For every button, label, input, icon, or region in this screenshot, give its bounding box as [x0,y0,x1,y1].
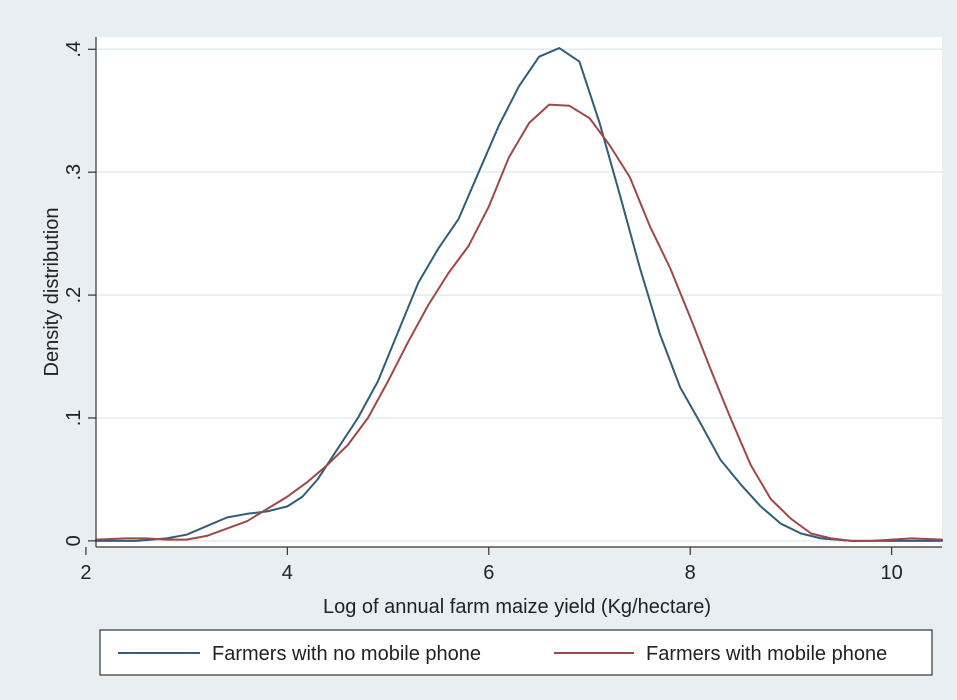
x-tick-label: 2 [80,562,91,584]
y-axis-title: Density distribution [41,208,63,377]
legend-box [99,629,933,676]
series-line-no-phone [95,47,943,542]
x-tick-label: 8 [685,562,696,584]
series-lines [95,47,943,542]
legend: Farmers with no mobile phone Farmers wit… [99,629,933,676]
series-line-phone [95,103,943,542]
ticks: 2 4 6 8 10 0 .1 .2 .3 .4 [63,41,903,584]
x-axis-title: Log of annual farm maize yield (Kg/hecta… [323,596,711,618]
plot-area [96,37,942,547]
axes [95,37,942,548]
legend-label-no-phone: Farmers with no mobile phone [212,643,481,665]
y-tick-label: .2 [63,287,85,304]
y-tick-label: .4 [63,41,85,58]
x-tick-label: 10 [881,562,903,584]
x-tick-label: 4 [282,562,293,584]
grid-lines [96,48,942,542]
y-tick-label: .3 [63,164,85,181]
y-tick-label: 0 [63,535,85,546]
legend-label-phone: Farmers with mobile phone [646,643,887,665]
y-tick-label: .1 [63,410,85,427]
x-tick-label: 6 [483,562,494,584]
